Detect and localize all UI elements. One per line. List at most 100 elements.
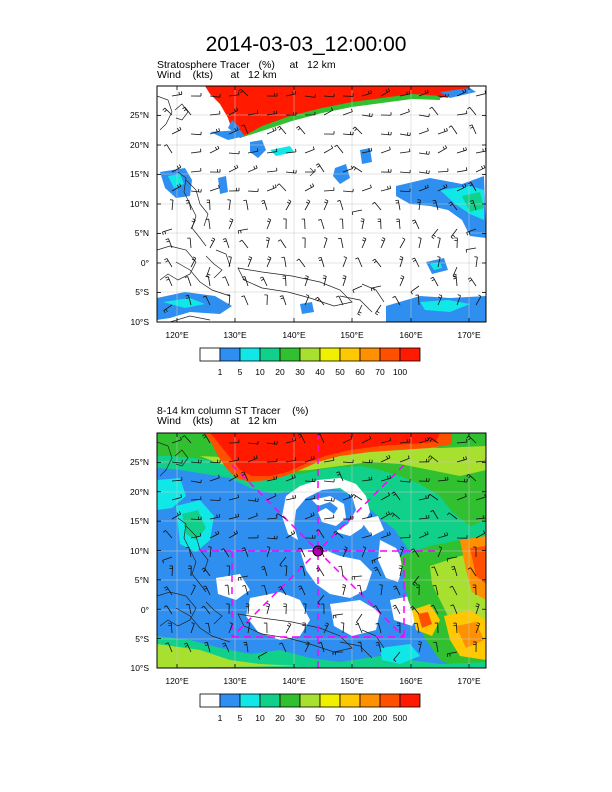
colorbar-label: 40 [315, 367, 325, 377]
wind-barb [392, 585, 401, 596]
wind-barb [277, 239, 287, 249]
wind-barb [187, 237, 192, 249]
wind-barb [190, 131, 202, 136]
panel2-coastlines [157, 441, 385, 659]
wind-barb [399, 275, 405, 287]
wind-barb [472, 584, 477, 596]
wind-barb [237, 228, 249, 234]
wind-barb [418, 127, 429, 135]
lon-label: 130°E [223, 676, 247, 686]
wind-barb [456, 439, 468, 444]
wind-barb [456, 88, 467, 97]
wind-barb [334, 144, 344, 154]
wind-barb [303, 603, 307, 615]
wind-barb [275, 513, 287, 520]
colorbar-swatch [399, 347, 421, 362]
wind-barb [228, 456, 240, 463]
panel1-map: 25°N 20°N 15°N 10°N 5°N 0° 5°S 10°S 120°… [130, 85, 487, 377]
wind-barb [342, 546, 348, 558]
wind-barb [373, 566, 382, 577]
wind-barb [320, 603, 325, 615]
wind-barb [446, 556, 458, 562]
wind-barb [163, 144, 173, 154]
wind-barb [475, 603, 480, 615]
wind-barb [205, 218, 211, 230]
wind-barb [323, 93, 335, 98]
wind-barb [467, 277, 477, 287]
wind-barb [361, 532, 372, 539]
wind-barb [437, 546, 443, 558]
panel2-wind-barbs [162, 433, 487, 662]
wind-barb [418, 184, 429, 192]
figure-title: 2014-03-03_12:00:00 [205, 33, 407, 56]
wind-barb [370, 285, 382, 292]
wind-barb [323, 514, 335, 520]
wind-barb [301, 218, 306, 230]
wind-barb [361, 90, 372, 97]
wind-barb [380, 112, 392, 116]
wind-barb [342, 275, 347, 287]
wind-barb [466, 435, 477, 444]
colorbar-label: 20 [275, 367, 285, 377]
wind-barb [263, 622, 268, 634]
wind-barb [190, 622, 195, 634]
wind-barb [392, 604, 401, 615]
lat-label: 5°S [135, 287, 149, 297]
wind-barb [372, 201, 382, 211]
wind-barb [209, 497, 221, 501]
wind-barb [456, 167, 468, 173]
lat-label: 10°N [130, 546, 149, 556]
wind-barb [182, 106, 192, 116]
wind-barb [304, 111, 316, 116]
wind-barb [279, 556, 287, 568]
wind-barb [190, 516, 202, 521]
wind-barb [266, 167, 278, 173]
colorbar-label: 60 [355, 367, 365, 377]
wind-barb [247, 498, 259, 502]
wind-barb [188, 565, 192, 577]
lat-label: 5°S [135, 634, 149, 644]
wind-barb [283, 603, 287, 615]
wind-barb [304, 455, 315, 463]
wind-barb [475, 514, 487, 520]
lat-label: 20°N [130, 140, 149, 150]
wind-barb [412, 575, 420, 587]
panel2-colorbar-labels: 1 5 10 20 30 50 70 100 200 500 [218, 713, 408, 723]
colorbar-swatch [299, 693, 321, 708]
wind-barb [165, 276, 173, 287]
wind-barb [266, 440, 278, 445]
wind-barb [228, 218, 234, 230]
colorbar-swatch [199, 347, 221, 362]
wind-barb [379, 584, 383, 596]
wind-barb [380, 185, 392, 192]
wind-barb [209, 169, 221, 173]
wind-barb [332, 651, 344, 656]
lat-label: 0° [141, 258, 149, 268]
wind-barb [466, 474, 477, 482]
wind-barb [418, 113, 430, 118]
lon-label: 120°E [165, 676, 189, 686]
wind-barb [410, 285, 420, 295]
wind-barb [342, 108, 353, 116]
wind-barb [417, 199, 421, 211]
wind-barb [449, 585, 458, 596]
colorbar-swatch [239, 693, 261, 708]
wind-barb [340, 622, 345, 634]
wind-barb [241, 124, 249, 135]
wind-barb [206, 199, 211, 211]
colorbar-label: 1 [218, 713, 223, 723]
wind-barb [304, 275, 309, 287]
wind-barb [428, 455, 439, 463]
wind-barb [222, 238, 230, 249]
wind-barb [224, 584, 230, 596]
wind-barb [190, 218, 196, 230]
wind-barb [380, 531, 391, 539]
wind-barb [209, 145, 220, 154]
wind-barb [285, 474, 296, 482]
wind-barb [339, 218, 344, 230]
wind-barb [342, 516, 354, 520]
wind-barb [342, 93, 354, 97]
wind-barb [281, 256, 287, 268]
wind-barb [247, 188, 259, 193]
